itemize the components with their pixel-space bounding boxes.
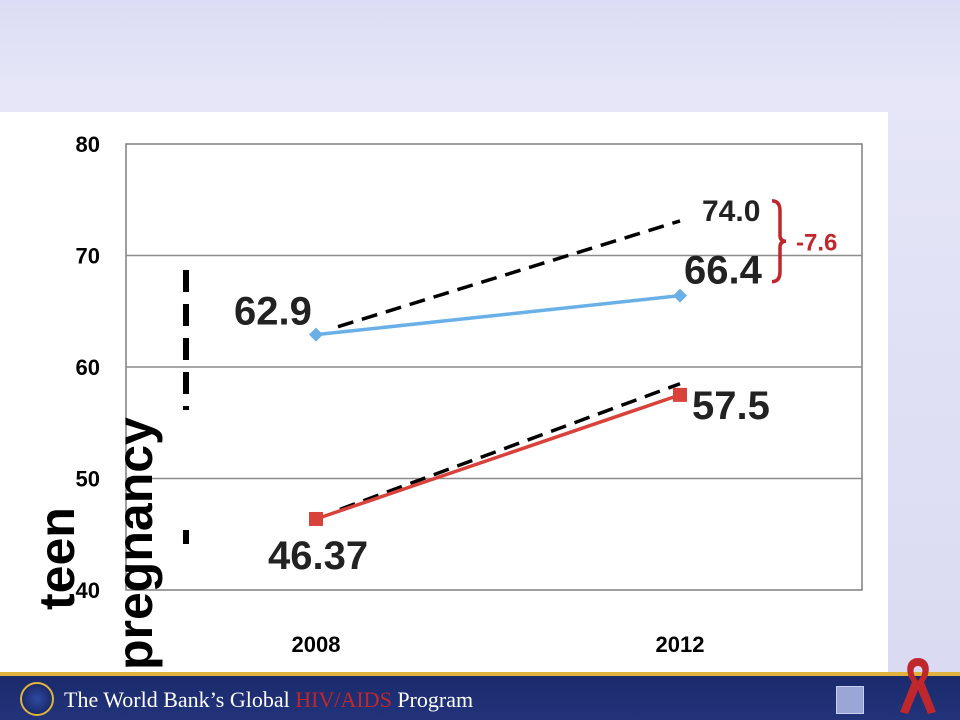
series-line <box>315 393 681 521</box>
footer-text-before: The World Bank’s Global <box>64 687 296 712</box>
x-tick-label: 2008 <box>292 632 341 657</box>
gap-label: -7.6 <box>796 229 837 256</box>
y-tick-label: 70 <box>76 244 100 269</box>
data-labels: 62.9 66.4 46.37 57.5 74.0 -7.6 <box>234 195 837 578</box>
projection-label: 74.0 <box>702 195 760 228</box>
footer-square-icon <box>836 686 864 714</box>
footer-text-highlight: HIV/AIDS <box>295 687 392 712</box>
trend-lines <box>337 219 681 512</box>
overlay-text: teen pregnancy <box>29 270 189 670</box>
world-bank-globe-icon <box>20 682 54 716</box>
y-tick-label: 60 <box>76 355 100 380</box>
data-point <box>673 387 687 402</box>
gridlines <box>126 254 862 480</box>
y-tick-label: 80 <box>76 132 100 157</box>
series-line <box>315 293 681 337</box>
data-point <box>309 327 323 342</box>
footer-title: The World Bank’s Global HIV/AIDS Program <box>64 687 473 713</box>
series <box>309 288 687 526</box>
data-point <box>309 511 323 526</box>
red-ribbon-icon <box>900 658 936 714</box>
x-tick-label: 2012 <box>656 632 705 657</box>
footer-text-after: Program <box>391 687 474 712</box>
data-label: 57.5 <box>692 384 770 428</box>
gap-bracket <box>771 199 787 284</box>
y-axis-ticks: 40 50 60 70 80 <box>76 132 100 603</box>
projection-trend-line <box>337 219 681 329</box>
data-label: 66.4 <box>684 249 763 293</box>
lower-trend-line <box>339 382 681 512</box>
footer-bar: The World Bank’s Global HIV/AIDS Program <box>0 672 960 720</box>
line-chart: 40 50 60 70 80 2008 2012 62.9 66.4 46.37 57.5 74.… <box>29 132 863 670</box>
x-axis-categories: 2008 2012 <box>292 632 705 657</box>
chart-panel: 40 50 60 70 80 2008 2012 62.9 66.4 46.37 57.5 74.… <box>0 112 888 672</box>
overlay-word-pregnancy: pregnancy <box>107 417 163 670</box>
data-label: 62.9 <box>234 290 312 334</box>
y-tick-label: 50 <box>76 467 100 492</box>
data-point <box>673 288 687 303</box>
y-tick-label: 40 <box>76 578 100 603</box>
overlay-word-teen: teen <box>29 507 85 610</box>
data-label: 46.37 <box>268 534 368 578</box>
